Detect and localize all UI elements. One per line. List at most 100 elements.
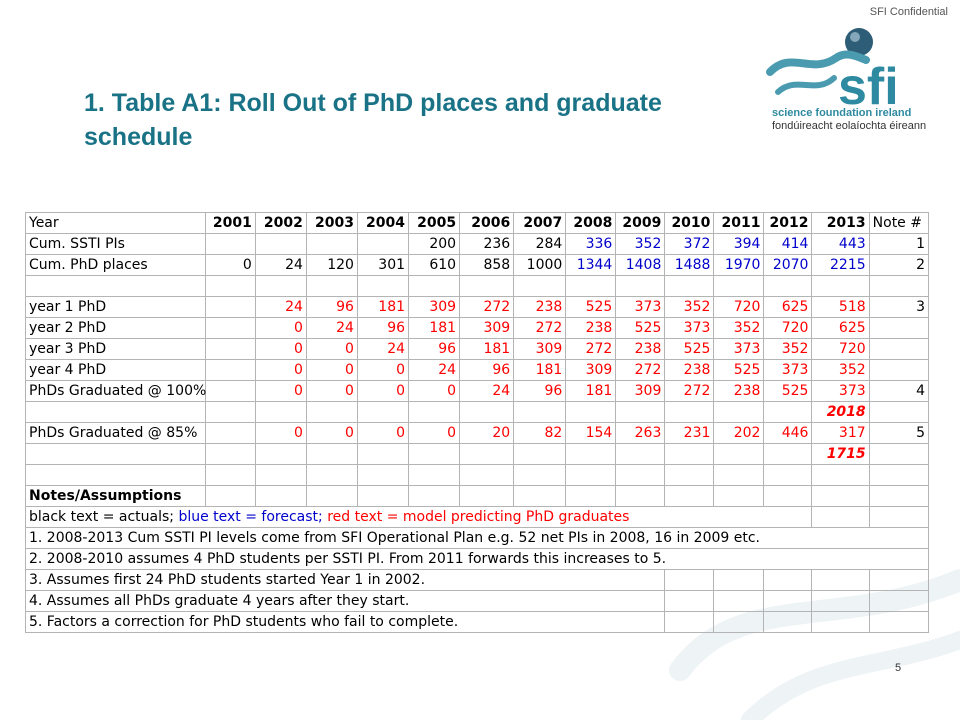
table-cell: 0 [254, 359, 307, 381]
empty-row [25, 464, 930, 486]
note-cell: 2 [868, 254, 930, 276]
table-cell: 263 [615, 422, 666, 444]
note-text: 3. Assumes first 24 PhD students started… [24, 569, 666, 591]
table-cell [204, 296, 256, 318]
table-cell: 301 [356, 254, 410, 276]
table-cell: 336 [565, 233, 617, 255]
table-cell: 0 [305, 359, 358, 381]
table-cell [204, 233, 256, 255]
table-cell: 0 [254, 422, 307, 444]
note-cell: 1 [868, 233, 930, 255]
table-cell: 181 [408, 317, 461, 339]
table-cell: 1408 [615, 254, 666, 276]
table-cell: 24 [356, 338, 410, 360]
note-text: 4. Assumes all PhDs graduate 4 years aft… [24, 590, 666, 612]
table-cell [305, 233, 358, 255]
table-cell: 272 [565, 338, 617, 360]
table-row: year 1 PhD 24 96 181 309 272 238 525 373… [25, 296, 930, 318]
table-cell: 96 [356, 317, 410, 339]
table-cell: 0 [356, 380, 410, 402]
note-row: 5. Factors a correction for PhD students… [24, 611, 930, 633]
table-cell: 2215 [811, 254, 870, 276]
table-cell: 0 [356, 359, 410, 381]
note-cell [868, 317, 930, 339]
table-row: PhDs Graduated @ 100% 0 0 0 0 24 96 181 … [25, 380, 930, 402]
table-cell: 720 [811, 338, 870, 360]
table-cell: 0 [254, 317, 307, 339]
table-cell: 309 [565, 359, 617, 381]
logo-line-english: science foundation ireland [772, 107, 912, 119]
header-cell: 2002 [254, 212, 307, 234]
table-cell: 231 [664, 422, 715, 444]
note-text: 1. 2008-2013 Cum SSTI PI levels come fro… [25, 527, 929, 549]
table-cell: 1000 [513, 254, 567, 276]
table-row: year 4 PhD 0 0 0 24 96 181 309 272 238 5… [25, 359, 930, 381]
table-cell: 238 [565, 317, 617, 339]
table-cell: 0 [408, 422, 461, 444]
table-row: Cum. SSTI PIs 200 236 284 336 352 372 39… [25, 233, 930, 255]
table-cell: 272 [664, 380, 715, 402]
table-cell: 352 [763, 338, 813, 360]
note-text: 2. 2008-2010 assumes 4 PhD students per … [25, 548, 929, 570]
header-cell: 2011 [713, 212, 765, 234]
header-cell: 2009 [615, 212, 666, 234]
header-cell: Year [25, 212, 206, 234]
header-cell: 2013 [811, 212, 870, 234]
table-row: 2018 [25, 401, 930, 423]
confidential-label: SFI Confidential [869, 6, 948, 18]
header-cell: 2007 [513, 212, 567, 234]
table-cell: 373 [811, 380, 870, 402]
row-label: year 3 PhD [25, 338, 206, 360]
table-cell: 373 [763, 359, 813, 381]
table-cell: 2070 [763, 254, 813, 276]
table-cell: 272 [615, 359, 666, 381]
table-cell: 394 [713, 233, 765, 255]
table-cell: 525 [565, 296, 617, 318]
table-cell: 238 [664, 359, 715, 381]
logo-caption: science foundation ireland fondúireacht … [772, 107, 926, 133]
table-cell: 309 [459, 317, 515, 339]
empty-row [25, 275, 930, 297]
table-cell: 352 [615, 233, 666, 255]
table-cell: 1344 [565, 254, 617, 276]
header-cell: 2004 [356, 212, 410, 234]
table-cell: 518 [811, 296, 870, 318]
table-cell [254, 233, 307, 255]
notes-heading: Notes/Assumptions [25, 485, 206, 507]
header-cell: 2005 [408, 212, 461, 234]
table-cell: 525 [664, 338, 715, 360]
table-cell: 82 [513, 422, 567, 444]
row-label: year 2 PhD [25, 317, 206, 339]
notes-heading-row: Notes/Assumptions [25, 485, 930, 507]
slide-title: 1. Table A1: Roll Out of PhD places and … [84, 89, 662, 151]
table-cell: 525 [713, 359, 765, 381]
table-cell: 610 [408, 254, 461, 276]
header-cell: 2012 [763, 212, 813, 234]
table-cell: 238 [513, 296, 567, 318]
table-cell: 1488 [664, 254, 715, 276]
table-cell: 858 [459, 254, 515, 276]
table-row: PhDs Graduated @ 85% 0 0 0 0 20 82 154 2… [25, 422, 930, 444]
row-label: PhDs Graduated @ 100% [25, 380, 206, 402]
note-text: 5. Factors a correction for PhD students… [24, 611, 666, 633]
table-cell: 373 [615, 296, 666, 318]
table-cell: 625 [763, 296, 813, 318]
row-label: PhDs Graduated @ 85% [25, 422, 206, 444]
table-cell: 181 [459, 338, 515, 360]
row-label: year 4 PhD [25, 359, 206, 381]
note-cell: 4 [868, 380, 930, 402]
table-cell: 0 [204, 254, 256, 276]
table-cell: 24 [408, 359, 461, 381]
table-cell: 525 [615, 317, 666, 339]
table-cell: 20 [459, 422, 515, 444]
table-cell: 0 [305, 380, 358, 402]
table-cell: 625 [811, 317, 870, 339]
header-cell: 2008 [565, 212, 617, 234]
table-cell: 24 [459, 380, 515, 402]
table-cell: 309 [615, 380, 666, 402]
table-cell: 0 [305, 338, 358, 360]
table-cell: 96 [513, 380, 567, 402]
table-cell: 443 [811, 233, 870, 255]
table-cell: 24 [254, 254, 307, 276]
table-cell: 238 [615, 338, 666, 360]
